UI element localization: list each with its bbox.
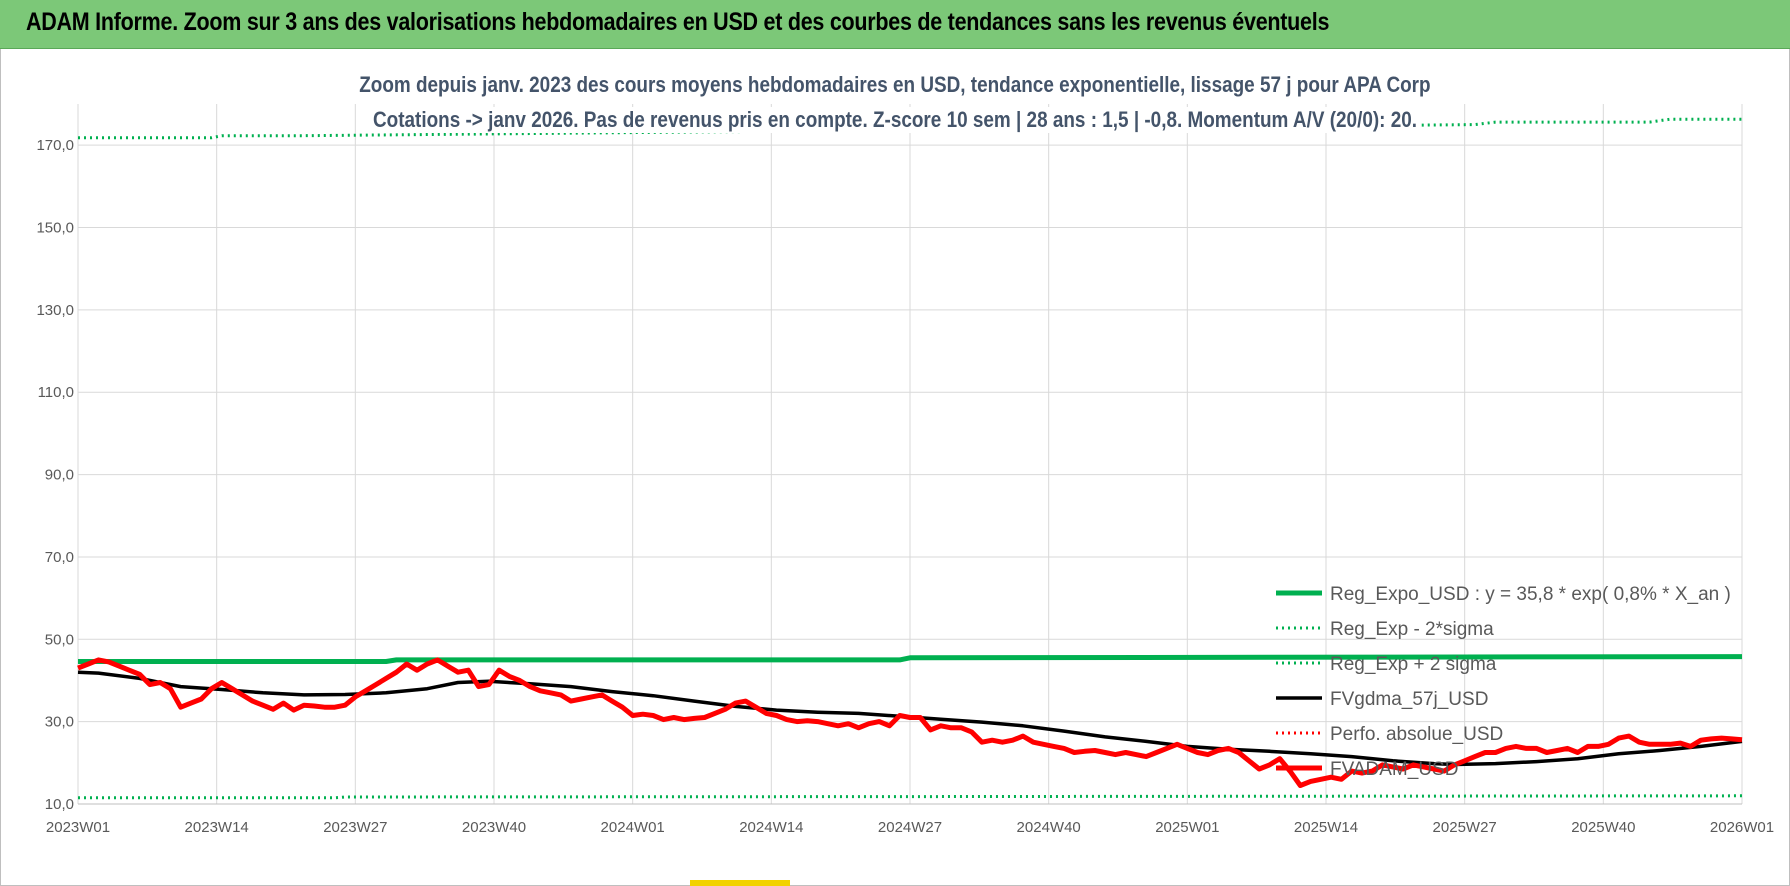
- legend-label: Reg_Exp - 2*sigma: [1330, 619, 1494, 640]
- x-tick-label: 2025W14: [1294, 819, 1358, 836]
- x-tick-label: 2023W40: [462, 819, 526, 836]
- y-tick-label: 70,0: [45, 549, 74, 566]
- x-tick-label: 2023W14: [185, 819, 249, 836]
- y-tick-label: 110,0: [38, 384, 74, 401]
- y-tick-label: 10,0: [45, 796, 74, 813]
- legend-label: Perfo. absolue_USD: [1330, 724, 1503, 745]
- x-axis: 2023W01 2023W14 2023W27 2023W40 2024W01 2024W…: [46, 819, 1774, 836]
- x-tick-label: 2023W27: [323, 819, 387, 836]
- legend-label: FVADAM_USD: [1330, 759, 1458, 780]
- y-tick-label: 170,0: [36, 137, 74, 154]
- legend-label: Reg_Exp + 2 sigma: [1330, 654, 1497, 675]
- chart-subtitle-text: Cotations -> janv 2026. Pas de revenus p…: [369, 107, 1421, 133]
- y-tick-label: 30,0: [45, 714, 74, 731]
- x-tick-label: 2025W27: [1433, 819, 1497, 836]
- chart-legend: Reg_Expo_USD : y = 35,8 * exp( 0,8% * X_…: [1276, 584, 1731, 780]
- y-tick-label: 90,0: [45, 467, 74, 484]
- report-banner: ADAM Informe. Zoom sur 3 ans des valoris…: [0, 0, 1790, 49]
- x-tick-label: 2026W01: [1710, 819, 1774, 836]
- x-tick-label: 2024W14: [739, 819, 803, 836]
- x-tick-label: 2024W27: [878, 819, 942, 836]
- x-tick-label: 2024W40: [1017, 819, 1081, 836]
- chart-grid: [77, 104, 1743, 805]
- report-title: ADAM Informe. Zoom sur 3 ans des valoris…: [26, 8, 1330, 36]
- chart-series: [77, 117, 1743, 800]
- y-tick-label: 150,0: [36, 220, 74, 237]
- chart-subtitle: Cotations -> janv 2026. Pas de revenus p…: [0, 107, 1790, 133]
- chart-title: Zoom depuis janv. 2023 des cours moyens …: [0, 72, 1790, 98]
- y-axis: 10,0 30,0 50,0 70,0 90,0 110,0 130,0 150,0 170,0: [36, 137, 74, 813]
- series-line-1: [78, 654, 1743, 664]
- x-tick-label: 2023W01: [46, 819, 110, 836]
- legend-label: Reg_Expo_USD : y = 35,8 * exp( 0,8% * X_…: [1330, 584, 1731, 605]
- y-tick-label: 50,0: [45, 631, 74, 648]
- x-tick-label: 2025W01: [1155, 819, 1219, 836]
- x-tick-label: 2025W40: [1571, 819, 1635, 836]
- series-line-3: [78, 117, 1742, 140]
- y-tick-label: 130,0: [36, 302, 74, 319]
- chart-title-text: Zoom depuis janv. 2023 des cours moyens …: [355, 72, 1435, 98]
- series-line-6: [77, 657, 1743, 788]
- legend-label: FVgdma_57j_USD: [1330, 689, 1488, 710]
- bottom-marker: [690, 880, 790, 886]
- x-tick-label: 2024W01: [601, 819, 665, 836]
